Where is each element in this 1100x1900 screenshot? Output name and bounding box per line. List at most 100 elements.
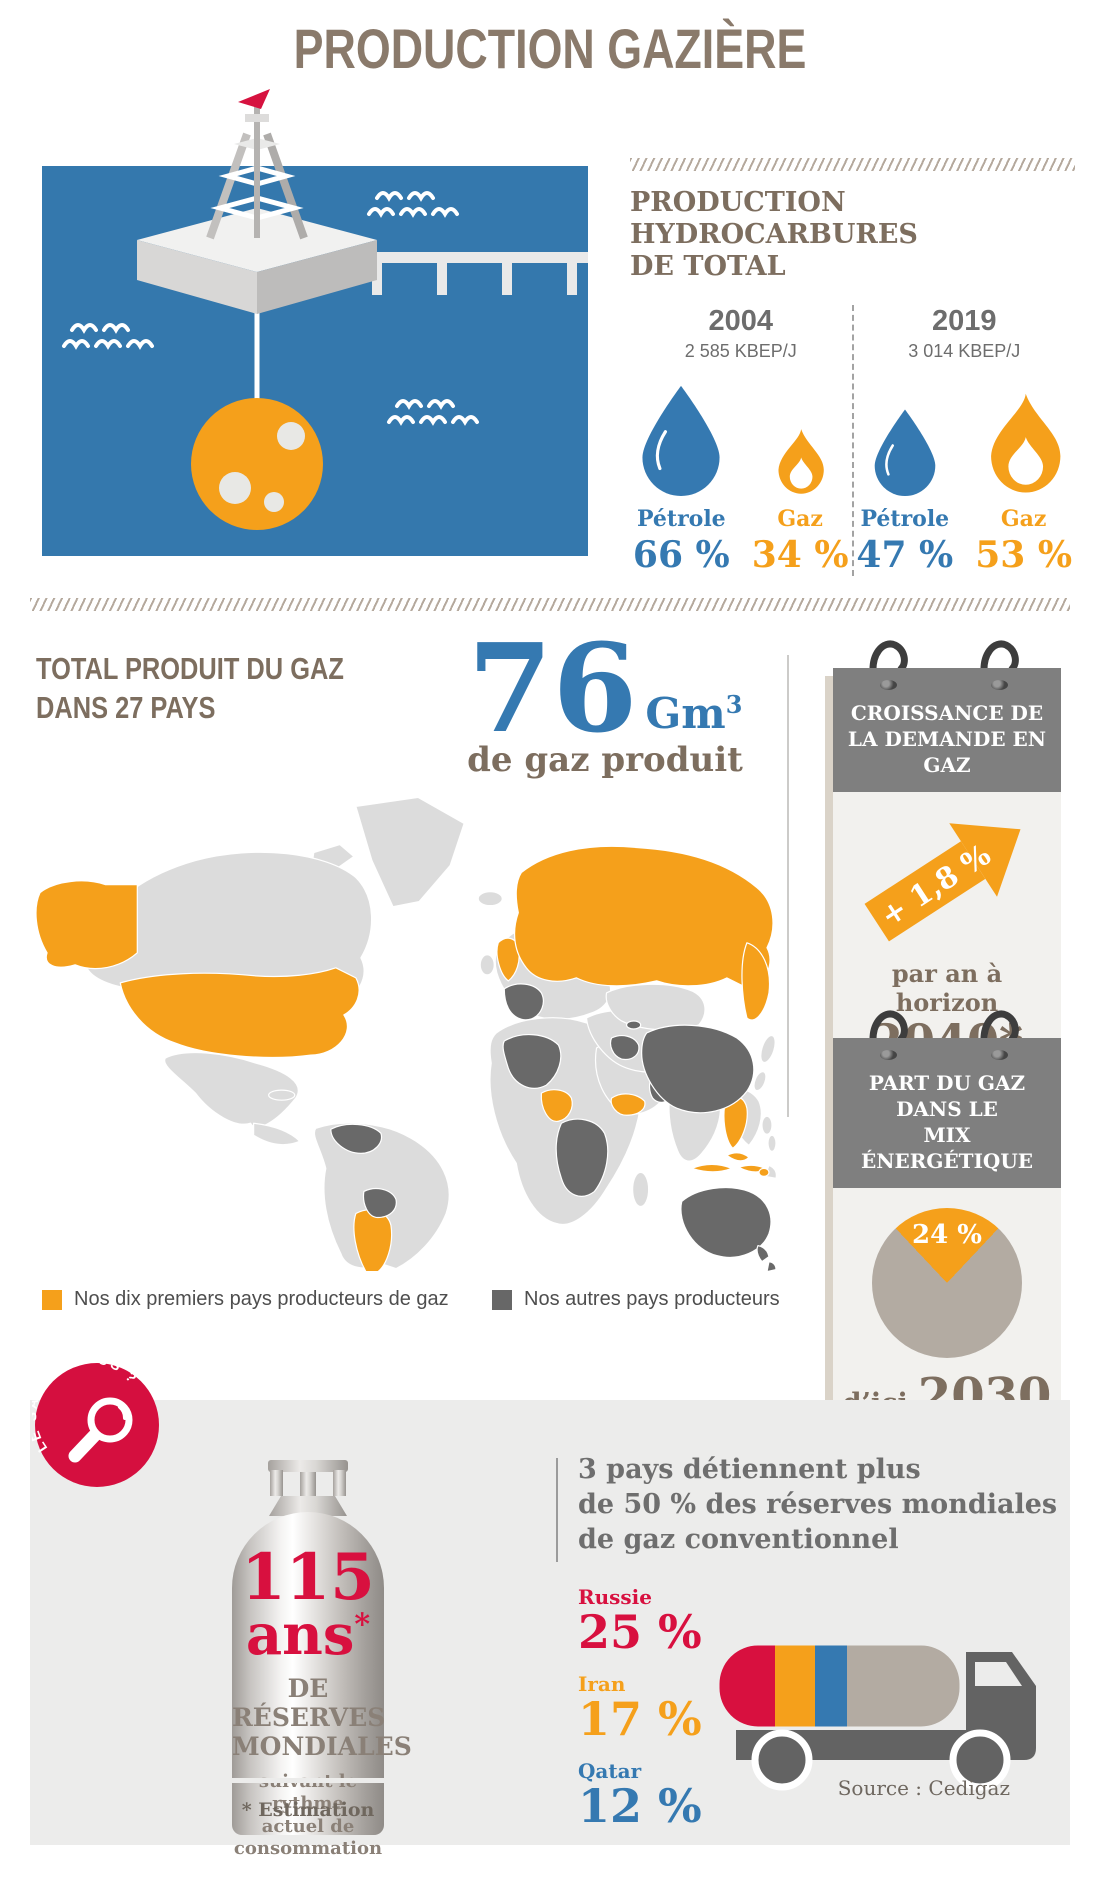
hydro-heading-line2: DE TOTAL [630, 250, 786, 282]
segment-russie [718, 1644, 775, 1728]
source-credit: Source : Cedigaz [837, 1776, 1010, 1800]
legend-top-producers: Nos dix premiers pays producteurs de gaz [42, 1288, 449, 1311]
mix-title-line1: PART DU GAZ DANS LE [868, 1071, 1026, 1121]
hydro-heading: PRODUCTION HYDROCARBURES DE TOTAL [630, 187, 1075, 283]
hatch-divider-top [630, 158, 1075, 171]
world-map [35, 796, 777, 1273]
country-name: Qatar [578, 1758, 642, 1783]
column-separator-line [787, 655, 789, 1117]
gas-produced-heading: TOTAL PRODUIT DU GAZ DANS 27 PAYS [36, 650, 411, 728]
growth-panel-header: CROISSANCE DE LA DEMANDE EN GAZ [833, 668, 1061, 792]
tanker-truck-illustration [716, 1642, 1036, 1791]
gas-pct: 53 % [975, 533, 1073, 576]
legend-other-producers-label: Nos autres pays producteurs [524, 1288, 780, 1310]
segment-iran [775, 1644, 815, 1728]
oil-stat: Pétrole 66 % [633, 378, 730, 576]
gas-mix-pie-chart: 24 % [872, 1208, 1022, 1358]
calendar-ring-icon [980, 1010, 1019, 1053]
country-name: Iran [578, 1671, 626, 1696]
reserves-years-unit: ans* [245, 1601, 371, 1668]
reserves-heading-rule [556, 1458, 558, 1562]
country-name: Russie [578, 1585, 653, 1609]
truck-window [975, 1662, 1022, 1686]
growth-title-line1: CROISSANCE DE [850, 701, 1044, 725]
period-2004: 2004 2 585 KBEP/J Pétrole 66 % [630, 305, 852, 576]
cylinder-valve [268, 1460, 348, 1516]
hydro-heading-line1: PRODUCTION HYDROCARBURES [630, 187, 918, 250]
gas-pct: 34 % [751, 533, 849, 576]
didyouknow-section-background [30, 1400, 1070, 1845]
offshore-rig-illustration [42, 89, 588, 556]
platform [137, 208, 377, 314]
map-top-producers [35, 845, 774, 1273]
oil-label: Pétrole [636, 505, 726, 532]
gas-pocket [191, 398, 323, 530]
period-year: 2004 [708, 304, 773, 337]
truck-wheel [751, 1729, 813, 1791]
reserves-line2: MONDIALES [232, 1731, 412, 1761]
oil-stat: Pétrole 47 % [856, 378, 953, 576]
gas-flame-icon [990, 393, 1061, 493]
period-rate: 2 585 KBEP/J [684, 340, 797, 361]
hydro-production-block: PRODUCTION HYDROCARBURES DE TOTAL 2004 2… [630, 158, 1075, 576]
magnifier-icon [68, 1397, 133, 1463]
asterisk: * [354, 1607, 371, 1643]
dark-swatch-icon [492, 1289, 512, 1310]
gas-stat: Gaz 53 % [975, 378, 1072, 576]
cylinder-groove [232, 1778, 384, 1783]
gas-cylinder: 115 ans* DE RÉSERVES MONDIALES suivant l… [232, 1512, 412, 1859]
truck-wheel [949, 1729, 1011, 1791]
reserves-years-number: 115 [241, 1540, 375, 1615]
waves-icon [62, 191, 479, 426]
gas-label: Gaz [777, 505, 823, 532]
period-2019: 2019 3 014 KBEP/J Pétrole 47 % [851, 304, 1076, 576]
ring-hole-icon [880, 1050, 897, 1060]
didyouknow-badge: LE SAVIEZ-VOUS ? [32, 1360, 159, 1487]
country-pct: 25 % [578, 1605, 702, 1659]
page-title: PRODUCTION GAZIÈRE [293, 17, 807, 80]
derrick-tower [206, 89, 308, 240]
calendar-ring-icon [980, 640, 1019, 683]
gas-volume-caption: de gaz produit [467, 740, 743, 781]
growth-title-line2: LA DEMANDE EN GAZ [847, 727, 1047, 777]
country-pct: 12 % [578, 1778, 702, 1833]
reserves-line1: DE RÉSERVES [232, 1673, 386, 1732]
country-russie: Russie 25 % [578, 1585, 702, 1656]
growth-caption: par an à horizon [891, 959, 1003, 1017]
rig-flag [238, 89, 270, 109]
calendar-ring-icon [869, 640, 908, 683]
growth-arrow-value: + 1,8 % [874, 837, 996, 933]
map-other-producers [330, 983, 777, 1273]
segment-qatar [815, 1644, 847, 1728]
country-pct: 17 % [578, 1691, 702, 1746]
gas-volume-number: 76 [467, 616, 638, 760]
gas-produced-heading-line2: DANS 27 PAYS [36, 689, 216, 725]
calendar-ring-icon [869, 1010, 908, 1053]
estimation-footnote: * Estimation [241, 1799, 375, 1821]
tank-segments [718, 1644, 961, 1728]
period-rate: 3 014 KBEP/J [908, 340, 1021, 361]
gas-produced-heading-line1: TOTAL PRODUIT DU GAZ [36, 651, 344, 686]
pie-value-label: 24 % [912, 1220, 982, 1250]
reserves-countries: Russie 25 % Iran 17 % Qatar 12 % [578, 1585, 702, 1846]
gas-flame-icon [778, 428, 824, 494]
hydro-periods: 2004 2 585 KBEP/J Pétrole 66 % [630, 304, 1076, 576]
gas-volume-unit: Gm3 [645, 689, 743, 739]
hatch-divider-middle [30, 598, 1070, 611]
ring-hole-icon [991, 1050, 1008, 1060]
oil-label: Pétrole [860, 505, 950, 532]
gas-label: Gaz [1000, 505, 1047, 532]
growth-arrow-icon: + 1,8 % [864, 823, 1021, 942]
period-year: 2019 [931, 304, 997, 337]
country-qatar: Qatar 12 % [578, 1759, 702, 1830]
country-iran: Iran 17 % [578, 1672, 702, 1743]
legend-top-producers-label: Nos dix premiers pays producteurs de gaz [74, 1288, 449, 1310]
gas-stat: Gaz 34 % [752, 378, 849, 576]
legend-other-producers: Nos autres pays producteurs [492, 1288, 780, 1311]
oil-pct: 47 % [856, 533, 954, 576]
reserves-heading: 3 pays détiennent plus de 50 % des réser… [578, 1454, 1058, 1556]
oil-drop-icon [642, 385, 720, 496]
gas-produced-figure: 76 Gm3 de gaz produit [440, 616, 770, 781]
mix-panel-header: PART DU GAZ DANS LE MIX ÉNERGÉTIQUE [833, 1038, 1061, 1188]
